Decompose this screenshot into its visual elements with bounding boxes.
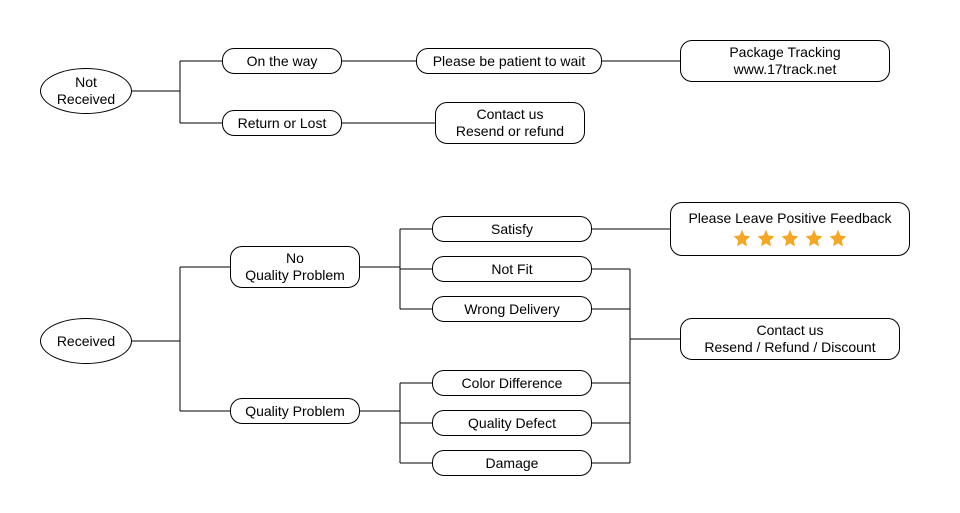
node-no-quality: NoQuality Problem [230,246,360,288]
node-quality: Quality Problem [230,398,360,424]
node-label: Please be patient to wait [433,53,586,70]
node-label: On the way [247,53,318,70]
star-rating [732,228,848,248]
node-received: Received [40,318,132,364]
node-label: Not [75,74,97,91]
node-label: Resend or refund [456,123,564,140]
node-label: Contact us [757,322,824,339]
node-contact-rrd: Contact usResend / Refund / Discount [680,318,900,360]
node-label: Received [57,91,115,108]
node-on-the-way: On the way [222,48,342,74]
node-label: Please Leave Positive Feedback [688,210,891,227]
node-contact-resend: Contact usResend or refund [435,102,585,144]
node-label: Return or Lost [238,115,327,132]
node-label: Contact us [477,106,544,123]
node-label: No [286,250,304,267]
node-damage: Damage [432,450,592,476]
node-feedback: Please Leave Positive Feedback [670,202,910,256]
node-not-received: NotReceived [40,68,132,114]
node-label: Quality Defect [468,415,556,432]
node-label: Wrong Delivery [464,301,559,318]
node-label: Received [57,333,115,350]
node-please-wait: Please be patient to wait [416,48,602,74]
flowchart-canvas: NotReceivedOn the wayReturn or LostPleas… [0,0,960,513]
node-color-diff: Color Difference [432,370,592,396]
node-return-or-lost: Return or Lost [222,110,342,136]
node-label: Resend / Refund / Discount [704,339,875,356]
node-label: Satisfy [491,221,533,238]
node-label: www.17track.net [734,61,837,78]
node-label: Quality Problem [245,267,345,284]
node-pkg-tracking: Package Trackingwww.17track.net [680,40,890,82]
node-quality-defect: Quality Defect [432,410,592,436]
node-label: Not Fit [491,261,532,278]
node-wrong-delivery: Wrong Delivery [432,296,592,322]
node-label: Quality Problem [245,403,345,420]
node-not-fit: Not Fit [432,256,592,282]
node-satisfy: Satisfy [432,216,592,242]
node-label: Package Tracking [729,44,840,61]
node-label: Damage [486,455,539,472]
node-label: Color Difference [462,375,563,392]
